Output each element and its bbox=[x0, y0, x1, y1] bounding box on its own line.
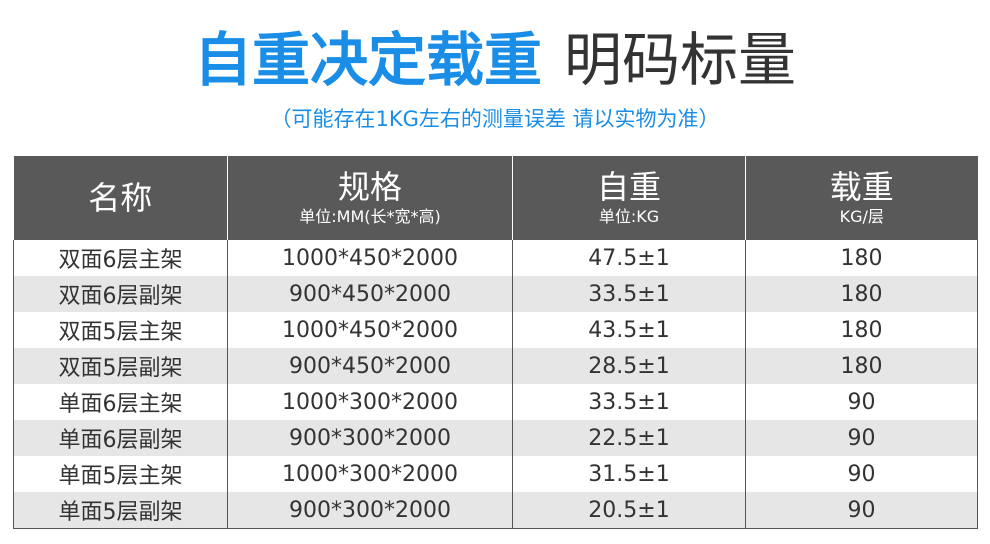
cell-weight: 20.5±1 bbox=[512, 492, 746, 529]
cell-load: 180 bbox=[745, 312, 978, 348]
header-spec: 规格 单位:MM(长*宽*高) bbox=[227, 156, 513, 240]
header-name-label: 名称 bbox=[88, 179, 153, 217]
table-row: 单面6层主架 1000*300*2000 33.5±1 90 bbox=[13, 384, 978, 420]
header-load-unit: KG/层 bbox=[839, 207, 884, 226]
cell-weight: 28.5±1 bbox=[512, 348, 746, 384]
cell-weight: 22.5±1 bbox=[512, 420, 746, 456]
table-row: 双面6层副架 900*450*2000 33.5±1 180 bbox=[13, 276, 978, 312]
header-weight-label: 自重 bbox=[596, 168, 661, 206]
cell-name: 双面5层主架 bbox=[13, 312, 228, 348]
cell-weight: 31.5±1 bbox=[512, 456, 746, 492]
table-row: 单面5层主架 1000*300*2000 31.5±1 90 bbox=[13, 456, 978, 492]
title-accent: 自重决定载重 bbox=[193, 26, 542, 94]
header-name: 名称 bbox=[13, 156, 228, 240]
table-row: 双面5层主架 1000*450*2000 43.5±1 180 bbox=[13, 312, 978, 348]
header-spec-unit: 单位:MM(长*宽*高) bbox=[299, 207, 441, 226]
cell-name: 单面5层副架 bbox=[13, 492, 228, 529]
table-header-row: 名称 规格 单位:MM(长*宽*高) 自重 单位:KG 载重 KG/层 bbox=[13, 156, 978, 240]
cell-load: 90 bbox=[745, 456, 978, 492]
cell-weight: 47.5±1 bbox=[512, 240, 746, 276]
table-row: 单面5层副架 900*300*2000 20.5±1 90 bbox=[13, 492, 978, 529]
subtitle-note: （可能存在1KG左右的测量误差 请以实物为准） bbox=[270, 107, 720, 131]
cell-load: 180 bbox=[745, 240, 978, 276]
table-row: 双面5层副架 900*450*2000 28.5±1 180 bbox=[13, 348, 978, 384]
cell-name: 单面6层主架 bbox=[13, 384, 228, 420]
cell-load: 90 bbox=[745, 384, 978, 420]
header-load: 载重 KG/层 bbox=[745, 156, 978, 240]
header-weight-unit: 单位:KG bbox=[598, 207, 660, 226]
cell-load: 180 bbox=[745, 348, 978, 384]
cell-weight: 43.5±1 bbox=[512, 312, 746, 348]
cell-name: 双面6层主架 bbox=[13, 240, 228, 276]
cell-name: 双面5层副架 bbox=[13, 348, 228, 384]
cell-spec: 900*450*2000 bbox=[227, 276, 513, 312]
cell-weight: 33.5±1 bbox=[512, 384, 746, 420]
cell-spec: 900*450*2000 bbox=[227, 348, 513, 384]
header-spec-label: 规格 bbox=[337, 168, 402, 206]
cell-spec: 900*300*2000 bbox=[227, 492, 513, 529]
cell-load: 180 bbox=[745, 276, 978, 312]
cell-spec: 1000*450*2000 bbox=[227, 312, 513, 348]
cell-name: 双面6层副架 bbox=[13, 276, 228, 312]
cell-weight: 33.5±1 bbox=[512, 276, 746, 312]
page-title: 自重决定载重 明码标量 bbox=[0, 22, 990, 98]
cell-load: 90 bbox=[745, 492, 978, 529]
spec-table: 名称 规格 单位:MM(长*宽*高) 自重 单位:KG 载重 KG/层 双面6层… bbox=[13, 156, 978, 529]
title-plain: 明码标量 bbox=[564, 26, 797, 94]
header-weight: 自重 单位:KG bbox=[512, 156, 746, 240]
cell-spec: 1000*300*2000 bbox=[227, 456, 513, 492]
cell-name: 单面5层主架 bbox=[13, 456, 228, 492]
table-row: 单面6层副架 900*300*2000 22.5±1 90 bbox=[13, 420, 978, 456]
cell-load: 90 bbox=[745, 420, 978, 456]
cell-name: 单面6层副架 bbox=[13, 420, 228, 456]
cell-spec: 1000*300*2000 bbox=[227, 384, 513, 420]
cell-spec: 1000*450*2000 bbox=[227, 240, 513, 276]
table-row: 双面6层主架 1000*450*2000 47.5±1 180 bbox=[13, 240, 978, 276]
cell-spec: 900*300*2000 bbox=[227, 420, 513, 456]
header-load-label: 载重 bbox=[829, 168, 894, 206]
